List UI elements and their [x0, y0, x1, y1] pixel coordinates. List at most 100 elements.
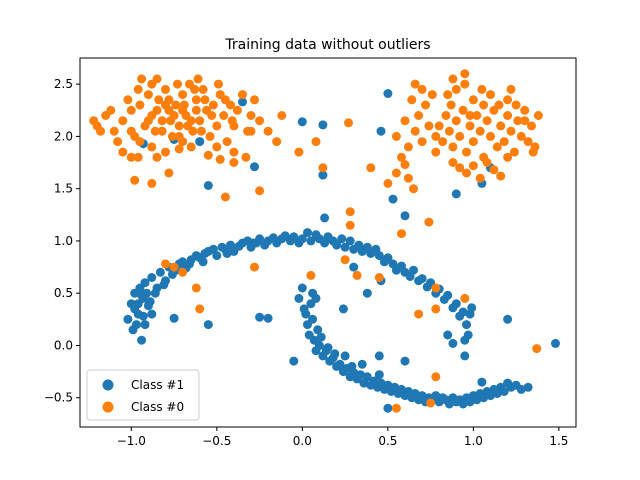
- point-class-0: [152, 74, 162, 84]
- point-class-1: [145, 297, 155, 307]
- point-class-1: [409, 265, 418, 275]
- point-class-0: [294, 147, 304, 157]
- point-class-0: [520, 116, 530, 126]
- point-class-0: [191, 95, 201, 105]
- point-class-0: [193, 74, 203, 84]
- point-class-1: [155, 267, 165, 277]
- point-class-0: [178, 90, 188, 100]
- point-class-1: [376, 126, 386, 136]
- point-class-0: [496, 171, 506, 181]
- point-class-1: [185, 259, 194, 269]
- point-class-1: [400, 356, 410, 366]
- point-class-1: [250, 162, 259, 172]
- point-class-0: [410, 126, 420, 136]
- point-class-0: [465, 121, 475, 131]
- point-class-0: [352, 270, 362, 280]
- point-class-0: [460, 293, 470, 303]
- point-class-0: [186, 116, 196, 126]
- point-class-0: [366, 163, 376, 173]
- point-class-0: [203, 150, 213, 160]
- point-class-0: [486, 131, 495, 141]
- point-class-0: [147, 142, 157, 152]
- point-class-0: [421, 100, 430, 110]
- point-class-0: [383, 178, 393, 188]
- ticks-layer: −1.0 −0.5 0.0 0.5 1.0 1.5 −0.5 0.0 0.5 1.0 1.5 2.0 2…: [44, 77, 569, 448]
- point-class-1: [400, 211, 410, 221]
- point-class-1: [306, 236, 316, 246]
- point-class-0: [397, 152, 406, 162]
- axes-frame: [79, 57, 577, 428]
- y-tick-label: −0.5: [44, 391, 73, 405]
- point-class-0: [532, 344, 542, 354]
- point-class-0: [503, 111, 513, 120]
- point-class-1: [374, 251, 384, 261]
- point-class-1: [140, 278, 150, 288]
- point-class-1: [323, 343, 333, 353]
- point-class-1: [340, 242, 350, 252]
- point-class-1: [335, 359, 345, 369]
- point-class-0: [241, 152, 251, 162]
- point-class-0: [397, 229, 406, 239]
- point-class-0: [441, 111, 451, 120]
- point-class-1: [294, 293, 304, 303]
- point-class-1: [147, 273, 157, 282]
- point-class-0: [468, 95, 478, 105]
- point-class-0: [169, 111, 179, 120]
- point-class-0: [527, 121, 536, 131]
- point-class-0: [403, 173, 413, 183]
- point-class-1: [297, 283, 307, 293]
- point-class-0: [169, 262, 179, 272]
- point-class-0: [164, 95, 174, 105]
- point-class-0: [220, 192, 230, 202]
- point-class-1: [137, 335, 147, 345]
- point-class-0: [427, 90, 437, 100]
- point-class-0: [232, 105, 242, 115]
- point-class-0: [460, 79, 470, 89]
- point-class-0: [344, 118, 353, 128]
- point-class-0: [219, 111, 229, 120]
- point-class-0: [263, 126, 273, 136]
- point-class-0: [410, 79, 420, 89]
- point-class-0: [489, 165, 499, 175]
- point-class-0: [479, 100, 489, 110]
- point-class-0: [409, 184, 418, 194]
- point-class-1: [443, 330, 453, 340]
- point-class-1: [356, 370, 365, 380]
- point-class-1: [140, 320, 150, 330]
- point-class-0: [311, 137, 321, 147]
- point-class-0: [186, 142, 196, 152]
- point-class-0: [448, 142, 458, 152]
- point-class-0: [178, 267, 188, 277]
- point-class-1: [443, 290, 453, 300]
- point-class-0: [431, 147, 441, 157]
- point-class-0: [426, 398, 436, 408]
- x-tick-label: 0.5: [378, 434, 397, 448]
- point-class-0: [528, 147, 538, 157]
- point-class-0: [417, 137, 427, 147]
- point-class-1: [345, 236, 355, 246]
- point-class-0: [509, 147, 519, 157]
- point-class-1: [523, 382, 533, 392]
- point-class-1: [318, 170, 328, 180]
- point-class-1: [263, 313, 273, 323]
- point-class-0: [431, 131, 441, 141]
- point-class-0: [173, 79, 182, 89]
- point-class-1: [203, 181, 213, 190]
- point-class-0: [178, 137, 188, 147]
- point-class-0: [137, 74, 147, 84]
- point-class-0: [126, 152, 136, 162]
- point-class-0: [277, 111, 287, 120]
- point-class-0: [109, 126, 119, 136]
- point-class-0: [215, 154, 225, 164]
- point-class-0: [200, 95, 210, 105]
- point-class-1: [313, 325, 323, 335]
- point-class-0: [255, 116, 265, 126]
- point-class-0: [391, 131, 401, 141]
- point-class-1: [308, 288, 318, 298]
- point-class-0: [462, 147, 471, 157]
- point-class-0: [229, 147, 239, 157]
- point-class-0: [220, 95, 230, 105]
- point-class-0: [106, 105, 116, 115]
- point-class-1: [330, 349, 340, 359]
